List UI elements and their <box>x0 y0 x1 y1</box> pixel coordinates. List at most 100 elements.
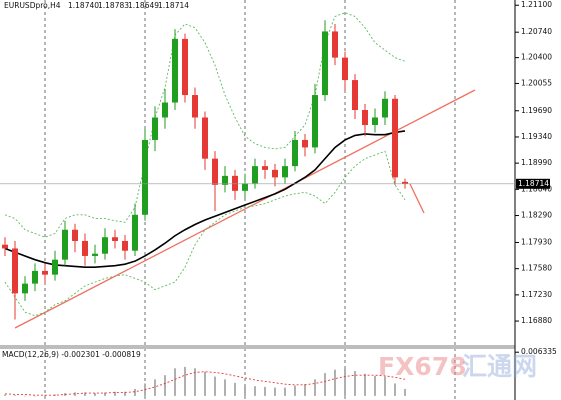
moving-average <box>4 130 406 268</box>
y-tick-label: 1.18640 <box>521 184 552 193</box>
macd-bar <box>294 385 296 396</box>
y-tick-label: 0.006335 <box>521 347 557 356</box>
macd-bar <box>14 395 16 396</box>
macd-bar <box>174 368 176 396</box>
trend-line <box>14 89 476 329</box>
candle-body <box>112 237 118 241</box>
y-tick-label: 1.19690 <box>521 106 552 115</box>
macd-bar <box>354 371 356 396</box>
macd-bar <box>84 392 86 396</box>
candle-body <box>342 57 348 81</box>
bollinger-band <box>4 150 406 317</box>
candle-body <box>122 240 128 251</box>
y-tick-label: 1.20055 <box>521 78 552 87</box>
candle-body <box>152 117 158 140</box>
ohlc-label: 1.18740 <box>68 1 99 10</box>
candle-body <box>332 31 338 58</box>
macd-bar <box>194 368 196 396</box>
candle-body <box>312 95 318 148</box>
candle-body <box>212 158 218 185</box>
macd-bar <box>264 386 266 396</box>
ohlc-label: 1.18714 <box>158 1 189 10</box>
macd-bar <box>214 376 216 396</box>
macd-bar <box>114 391 116 396</box>
y-tick-label: 1.17930 <box>521 237 552 246</box>
candle-body <box>142 139 148 215</box>
candle-body <box>222 175 228 185</box>
candle-body <box>62 229 68 260</box>
candle-body <box>262 166 268 170</box>
candle-body <box>192 95 198 118</box>
macd-bar <box>94 393 96 396</box>
candle-body <box>22 283 28 294</box>
ohlc-label: 1.18649 <box>128 1 159 10</box>
last-price-label: 1.18714 <box>518 179 549 188</box>
macd-bar <box>374 375 376 396</box>
macd-bar <box>34 395 36 397</box>
macd-bar <box>304 384 306 396</box>
macd-bar <box>224 379 226 396</box>
y-tick-label: 1.17580 <box>521 264 552 273</box>
candle-body <box>282 166 288 178</box>
ohlc-label: 1.18783 <box>98 1 129 10</box>
macd-bar <box>364 373 366 396</box>
candle-body <box>252 166 258 184</box>
macd-bar <box>164 375 166 396</box>
candle-body <box>42 270 48 275</box>
macd-bar <box>154 379 156 396</box>
macd-bar <box>104 392 106 396</box>
macd-bar <box>124 391 126 396</box>
macd-bar <box>184 366 186 396</box>
macd-bar <box>314 379 316 396</box>
bollinger-band <box>4 12 406 238</box>
watermark-cn: 汇通网 <box>462 352 537 381</box>
macd-bar <box>274 387 276 396</box>
macd-bar <box>134 388 136 396</box>
y-tick-label: 1.20400 <box>521 53 552 62</box>
candle-body <box>12 248 18 294</box>
candle-body <box>32 270 38 284</box>
y-tick-label: 1.18990 <box>521 158 552 167</box>
candle-body <box>322 31 328 96</box>
y-tick-label: 1.21100 <box>521 0 552 9</box>
candle-body <box>352 80 358 111</box>
candle-body <box>72 229 78 241</box>
symbol-label: EURUSDpro,H4 <box>4 1 61 10</box>
macd-bar <box>74 392 76 396</box>
candle-body <box>232 175 238 191</box>
candle-body <box>402 181 408 184</box>
candle-body <box>372 117 378 125</box>
trend-arrow <box>409 183 425 214</box>
macd-bar <box>204 371 206 396</box>
candle-body <box>132 214 138 251</box>
macd-bar <box>284 387 286 396</box>
watermark: FX678 <box>378 352 467 381</box>
macd-bar <box>24 395 26 397</box>
candle-body <box>302 139 308 148</box>
candle-body <box>292 139 298 167</box>
candle-body <box>362 110 368 125</box>
candle-body <box>92 253 98 256</box>
candle-body <box>162 102 168 118</box>
macd-title: MACD(12,26,9) -0.002301 -0.000819 <box>2 350 141 359</box>
candle-body <box>172 38 178 103</box>
candle-body <box>382 98 388 118</box>
macd-bar <box>4 394 6 396</box>
candle-body <box>272 169 278 178</box>
macd-bar <box>384 376 386 396</box>
candle-body <box>102 237 108 254</box>
candle-body <box>2 244 8 249</box>
y-tick-label: 1.19340 <box>521 132 552 141</box>
candle-body <box>202 117 208 159</box>
y-tick-label: 1.16880 <box>521 316 552 325</box>
y-tick-label: 1.20740 <box>521 27 552 36</box>
y-tick-label: 1.18290 <box>521 211 552 220</box>
macd-bar <box>334 369 336 396</box>
candle-body <box>242 183 248 191</box>
candle-body <box>182 38 188 96</box>
macd-bar <box>54 394 56 396</box>
macd-bar <box>394 383 396 396</box>
